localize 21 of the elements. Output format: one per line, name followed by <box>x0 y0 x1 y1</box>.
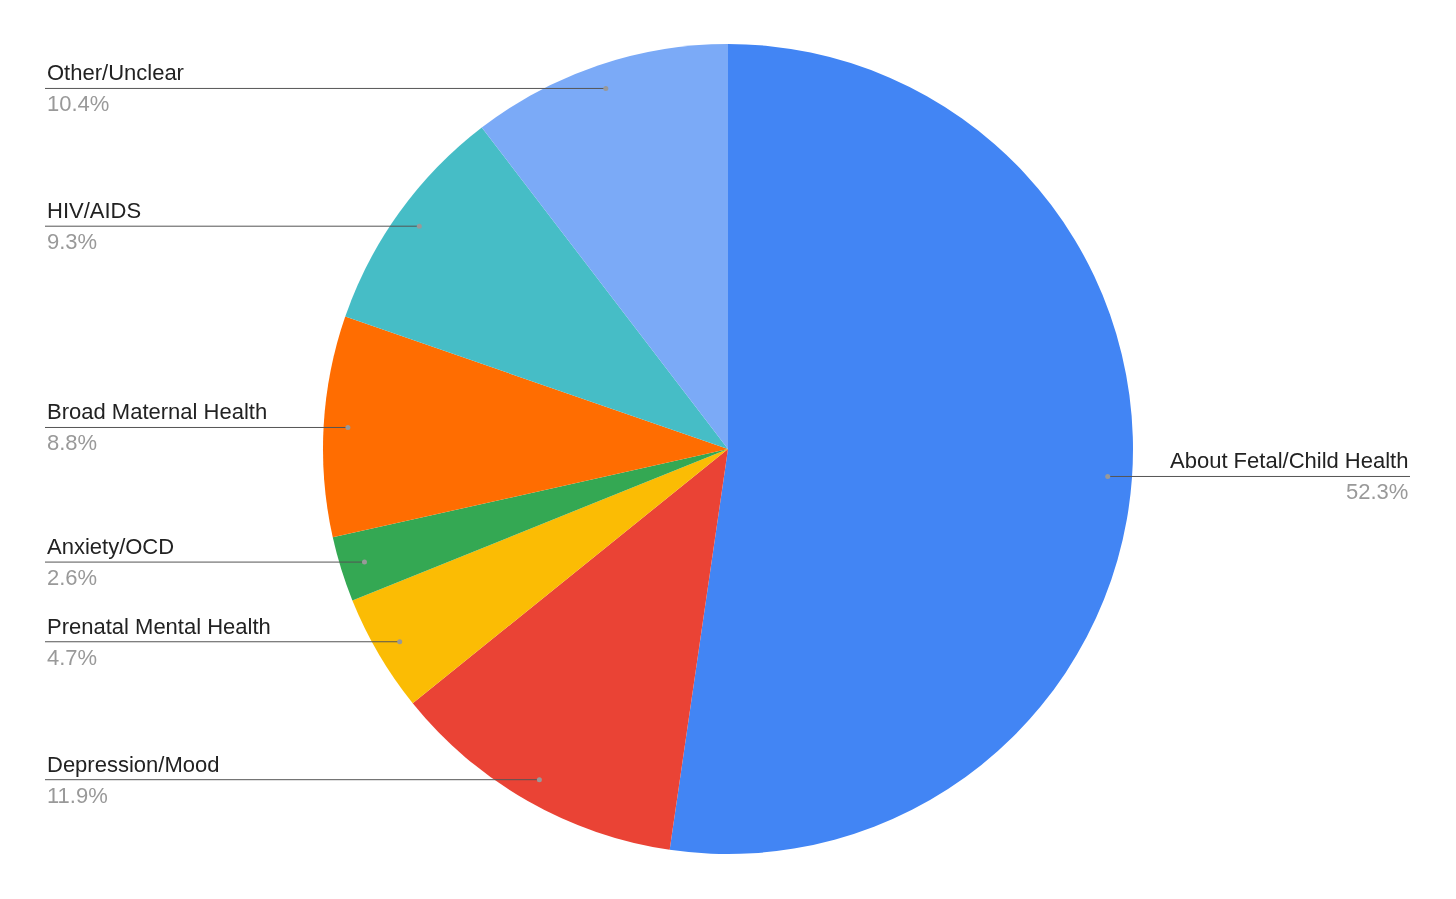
data-label: 4.7% <box>47 645 98 670</box>
pie-slice <box>323 316 728 538</box>
slice-label: HIV/AIDS <box>47 198 142 223</box>
data-label: 9.3% <box>47 229 98 254</box>
data-label: 52.3% <box>1346 479 1409 504</box>
pie-slice <box>352 449 728 704</box>
slice-label: Prenatal Mental Health <box>47 614 271 639</box>
pie-slice <box>481 44 728 449</box>
slice-label: Depression/Mood <box>47 752 220 777</box>
slice-label: Other/Unclear <box>47 60 184 85</box>
pie-slice <box>412 449 728 850</box>
pie-slice <box>345 127 728 449</box>
data-label: 2.6% <box>47 565 98 590</box>
slice-label: Anxiety/OCD <box>47 534 175 559</box>
data-label: 11.9% <box>47 783 108 808</box>
pie-slice <box>669 44 1133 854</box>
data-label: 8.8% <box>47 430 98 455</box>
data-label: 10.4% <box>47 91 110 116</box>
slice-label: About Fetal/Child Health <box>1170 448 1409 473</box>
pie-slice <box>332 449 728 601</box>
slice-label: Broad Maternal Health <box>47 399 268 424</box>
